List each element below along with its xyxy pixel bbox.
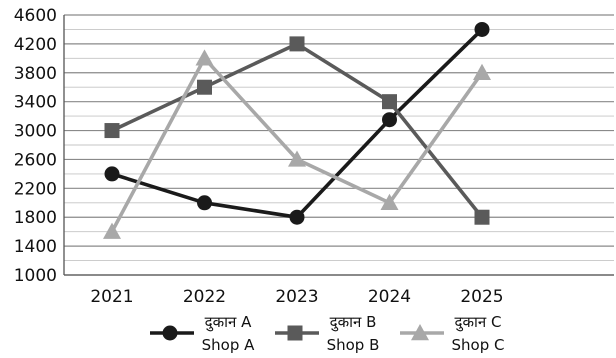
y-tick-label: 4200 bbox=[14, 35, 57, 55]
data-point-shop-a-2024 bbox=[382, 112, 397, 128]
x-tick-label: 2023 bbox=[275, 287, 318, 307]
legend-label-hindi: दुकान A bbox=[205, 313, 252, 332]
x-tick-label: 2022 bbox=[183, 287, 226, 307]
legend-item-shop-a: दुकान A Shop A bbox=[150, 313, 255, 354]
y-tick-label: 3000 bbox=[14, 122, 57, 142]
legend: दुकान A Shop A दुकान B Shop B दुकान C Shop C bbox=[150, 313, 504, 354]
x-tick-label: 2021 bbox=[90, 287, 133, 307]
data-point-shop-a-2025 bbox=[474, 21, 490, 37]
legend-label: Shop A bbox=[202, 336, 255, 354]
y-tick-label: 1400 bbox=[14, 237, 57, 257]
data-point-shop-b-2023 bbox=[289, 36, 305, 52]
legend-label: Shop B bbox=[327, 336, 380, 354]
legend-marker bbox=[411, 324, 429, 341]
data-point-shop-a-2021 bbox=[104, 166, 120, 182]
x-tick-label: 2025 bbox=[460, 287, 503, 307]
data-point-shop-a-2022 bbox=[197, 195, 212, 211]
legend-label-hindi: दुकान C bbox=[455, 313, 502, 332]
axes: 1000 1400 1800 2200 2600 3000 3400 3800 4200 4600… bbox=[14, 6, 614, 307]
y-tick-label: 1800 bbox=[14, 208, 57, 228]
data-point-shop-c-2022 bbox=[195, 49, 214, 66]
x-tick-label: 2024 bbox=[368, 287, 411, 307]
data-point-shop-c-2021 bbox=[103, 222, 121, 239]
data-point-shop-a-2023 bbox=[289, 209, 305, 225]
legend-label-hindi: दुकान B bbox=[330, 313, 377, 332]
legend-item-shop-b: दुकान B Shop B bbox=[275, 313, 379, 354]
data-point-shop-b-2021 bbox=[104, 123, 120, 139]
y-tick-label: 1000 bbox=[14, 266, 57, 286]
y-tick-label: 4600 bbox=[14, 6, 57, 26]
series-markers bbox=[103, 21, 491, 239]
y-tick-label: 3800 bbox=[14, 64, 57, 84]
y-tick-label: 2200 bbox=[14, 179, 57, 199]
legend-item-shop-c: दुकान C Shop C bbox=[400, 313, 504, 354]
data-point-shop-c-2025 bbox=[473, 63, 491, 80]
legend-label: Shop C bbox=[452, 336, 505, 354]
data-point-shop-c-2024 bbox=[380, 193, 399, 210]
legend-marker bbox=[287, 325, 303, 341]
data-point-shop-b-2025 bbox=[474, 209, 490, 225]
data-point-shop-c-2023 bbox=[288, 150, 306, 167]
legend-marker bbox=[162, 325, 178, 341]
series-line-shop-a bbox=[110, 27, 484, 219]
data-point-shop-b-2024 bbox=[382, 94, 397, 110]
data-point-shop-b-2022 bbox=[197, 79, 212, 95]
gridlines bbox=[64, 14, 614, 276]
y-tick-label: 2600 bbox=[14, 150, 57, 170]
y-tick-label: 3400 bbox=[14, 93, 57, 113]
